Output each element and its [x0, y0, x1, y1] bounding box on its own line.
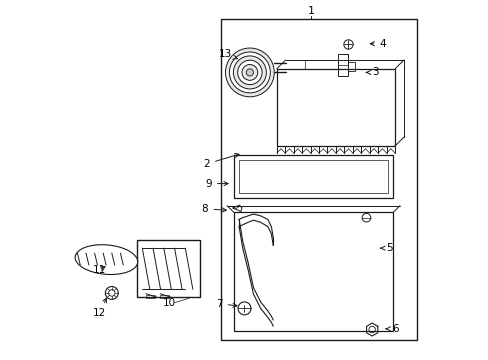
Text: 11: 11: [92, 265, 106, 275]
Circle shape: [229, 52, 270, 93]
Circle shape: [225, 48, 274, 97]
Circle shape: [242, 64, 257, 80]
Text: 1: 1: [307, 6, 314, 17]
Text: 6: 6: [385, 324, 398, 334]
Bar: [337, 54, 348, 76]
Bar: [233, 212, 392, 330]
Bar: [233, 155, 392, 198]
Circle shape: [237, 60, 262, 85]
Text: 2: 2: [203, 153, 239, 169]
Text: 4: 4: [369, 39, 385, 49]
Bar: [160, 295, 169, 298]
Bar: [348, 62, 354, 71]
Text: 5: 5: [380, 243, 392, 253]
Text: 9: 9: [205, 179, 227, 189]
Circle shape: [246, 69, 253, 76]
Bar: [137, 240, 199, 297]
Bar: [145, 295, 155, 298]
Text: 8: 8: [202, 204, 226, 214]
Text: 7: 7: [216, 299, 237, 309]
Bar: [276, 69, 394, 146]
Bar: [221, 19, 416, 339]
Ellipse shape: [75, 245, 138, 275]
Text: 12: 12: [92, 298, 106, 318]
Text: 13: 13: [219, 49, 237, 59]
Text: 10: 10: [163, 298, 175, 308]
Bar: [238, 160, 387, 193]
Text: 3: 3: [366, 67, 378, 77]
Circle shape: [233, 56, 266, 89]
